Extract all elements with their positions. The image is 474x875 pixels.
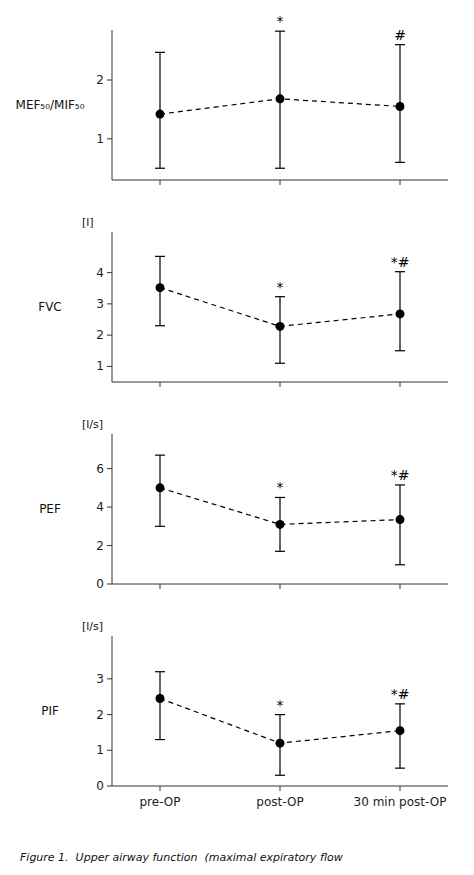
- y-tick: [107, 272, 112, 273]
- error-bar: [275, 497, 285, 551]
- y-tick-label: 3: [96, 297, 104, 311]
- y-axis-line: [112, 434, 113, 584]
- y-tick-label: 4: [96, 500, 104, 514]
- marker: [276, 322, 285, 331]
- annotation: #: [394, 27, 406, 43]
- error-bar: [395, 45, 405, 163]
- panel: 0 1 2 3 pre-OP post-OP 30 min post-OP PIF [l/s] *…: [41, 620, 448, 809]
- annotation: *#: [391, 254, 410, 270]
- x-tick: [280, 786, 281, 791]
- marker: [396, 309, 405, 318]
- y-tick: [107, 584, 112, 585]
- marker: [396, 515, 405, 524]
- y-tick: [107, 366, 112, 367]
- y-tick-label: 0: [96, 779, 104, 793]
- x-tick: [160, 786, 161, 791]
- annotation: *: [277, 479, 284, 495]
- panel: 0 2 4 6 PEF [l/s] * *#: [39, 418, 448, 591]
- y-axis-line: [112, 232, 113, 382]
- unit-label: [l]: [82, 216, 94, 229]
- y-tick: [107, 678, 112, 679]
- annotation: *: [277, 279, 284, 295]
- y-tick-label: 1: [96, 132, 104, 146]
- error-bar: [275, 31, 285, 168]
- y-tick-label: 1: [96, 743, 104, 757]
- x-tick: [400, 382, 401, 387]
- panel: 1 2 MEF₅₀/MIF₅₀ * #: [16, 13, 448, 185]
- x-tick: [160, 382, 161, 387]
- marker: [276, 94, 285, 103]
- marks: [155, 455, 405, 565]
- x-tick: [280, 180, 281, 185]
- marker: [156, 483, 165, 492]
- y-tick-label: 2: [96, 328, 104, 342]
- y-tick: [107, 468, 112, 469]
- y-tick-label: 3: [96, 672, 104, 686]
- y-tick: [107, 335, 112, 336]
- unit-label: [l/s]: [82, 620, 103, 633]
- figure-caption: Figure 1. Upper airway function (maximal…: [20, 851, 343, 864]
- error-bar: [395, 485, 405, 565]
- y-tick-label: 1: [96, 359, 104, 373]
- annotation: *: [277, 697, 284, 713]
- y-tick-label: 6: [96, 462, 104, 476]
- y-tick: [107, 545, 112, 546]
- x-tick: [400, 786, 401, 791]
- error-bar: [395, 272, 405, 351]
- marker: [276, 520, 285, 529]
- marker: [276, 739, 285, 748]
- x-tick-label: 30 min post-OP: [354, 795, 447, 809]
- marker: [396, 102, 405, 111]
- error-bar: [155, 52, 165, 168]
- y-label: PIF: [41, 704, 59, 718]
- error-bar: [275, 715, 285, 776]
- x-tick: [280, 584, 281, 589]
- error-bar: [155, 256, 165, 325]
- x-tick: [280, 382, 281, 387]
- marker: [156, 283, 165, 292]
- marker: [396, 726, 405, 735]
- error-bar: [275, 297, 285, 364]
- error-bar: [395, 704, 405, 768]
- y-tick-label: 0: [96, 577, 104, 591]
- y-label: MEF₅₀/MIF₅₀: [16, 98, 85, 112]
- y-tick: [107, 507, 112, 508]
- marks: [155, 672, 405, 776]
- x-tick-label: post-OP: [256, 795, 303, 809]
- error-bar: [155, 455, 165, 526]
- y-tick-label: 2: [96, 539, 104, 553]
- y-tick: [107, 80, 112, 81]
- annotation: *#: [391, 686, 410, 702]
- marks: [155, 256, 405, 363]
- y-tick: [107, 786, 112, 787]
- marker: [156, 694, 165, 703]
- annotation: *: [277, 13, 284, 29]
- y-tick-label: 2: [96, 708, 104, 722]
- y-tick-label: 2: [96, 73, 104, 87]
- annotation: *#: [391, 467, 410, 483]
- y-tick-label: 4: [96, 266, 104, 280]
- y-axis-line: [112, 30, 113, 180]
- unit-label: [l/s]: [82, 418, 103, 431]
- x-tick: [400, 584, 401, 589]
- figure: 12MEF₅₀/MIF₅₀*#1234FVC[l]**#0246PEF[l/s]…: [0, 0, 474, 875]
- y-label: FVC: [38, 300, 62, 314]
- y-tick: [107, 303, 112, 304]
- y-tick: [107, 750, 112, 751]
- y-axis-line: [112, 636, 113, 786]
- x-tick: [160, 584, 161, 589]
- error-bar: [155, 672, 165, 740]
- marker: [156, 110, 165, 119]
- y-tick: [107, 138, 112, 139]
- x-tick-label: pre-OP: [139, 795, 180, 809]
- y-tick: [107, 714, 112, 715]
- panel: 1 2 3 4 FVC [l] * *#: [38, 216, 448, 387]
- marks: [155, 31, 405, 168]
- x-tick: [400, 180, 401, 185]
- y-label: PEF: [39, 502, 61, 516]
- x-tick: [160, 180, 161, 185]
